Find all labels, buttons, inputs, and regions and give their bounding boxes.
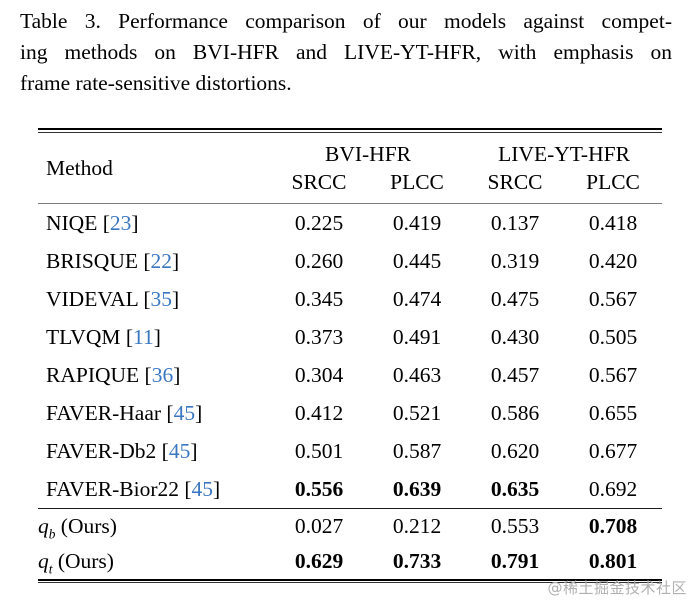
- value-cell: 0.677: [588, 438, 638, 463]
- value-cell: 0.319: [490, 248, 540, 273]
- method-cell: RAPIQUE [36]: [46, 362, 181, 387]
- math-symbol: q: [38, 513, 49, 538]
- method-cell: FAVER-Haar [45]: [46, 400, 203, 425]
- value-cell: 0.556: [294, 476, 344, 501]
- value-cell: 0.791: [490, 548, 540, 573]
- citation-link[interactable]: 45: [173, 400, 196, 425]
- value-cell: 0.463: [392, 362, 442, 387]
- value-cell: 0.801: [588, 548, 638, 573]
- method-cell: NIQE [23]: [46, 210, 139, 235]
- table-row: RAPIQUE [36] 0.304 0.463 0.457 0.567: [38, 356, 662, 394]
- value-cell: 0.412: [294, 400, 344, 425]
- caption-line-2: ing methods on BVI-HFR and LIVE-YT-HFR, …: [20, 40, 672, 64]
- value-cell: 0.491: [392, 324, 442, 349]
- table-caption: Table 3. Performance comparison of our m…: [20, 6, 672, 99]
- header-row-groups: Method BVI-HFR LIVE-YT-HFR: [38, 132, 662, 204]
- caption-line-1: Table 3. Performance comparison of our m…: [20, 9, 672, 33]
- value-cell: 0.457: [490, 362, 540, 387]
- method-cell: qb (Ours): [38, 507, 270, 544]
- col-header-method: Method: [38, 132, 270, 204]
- table-row: qt (Ours) 0.629 0.733 0.791 0.801: [38, 544, 662, 579]
- results-table: Method BVI-HFR LIVE-YT-HFR SRCC PLCC SRC…: [38, 128, 663, 583]
- header-row-metrics: SRCC PLCC SRCC PLCC: [38, 167, 663, 204]
- col-subheader-srcc-bvi: SRCC: [270, 167, 368, 204]
- value-cell: 0.260: [294, 248, 344, 273]
- value-cell: 0.639: [392, 476, 442, 501]
- value-cell: 0.553: [466, 507, 565, 544]
- value-cell: 0.474: [392, 286, 442, 311]
- value-cell: 0.692: [588, 476, 638, 501]
- value-cell: 0.501: [294, 438, 344, 463]
- value-cell: 0.304: [294, 362, 344, 387]
- table-row: FAVER-Haar [45] 0.412 0.521 0.586 0.655: [38, 394, 662, 432]
- table-row: FAVER-Db2 [45] 0.501 0.587 0.620 0.677: [38, 432, 662, 470]
- value-cell: 0.567: [588, 286, 638, 311]
- method-cell: VIDEVAL [35]: [46, 286, 180, 311]
- math-subscript: b: [48, 525, 56, 541]
- value-cell: 0.373: [294, 324, 344, 349]
- value-cell: 0.567: [588, 362, 638, 387]
- value-cell: 0.212: [368, 507, 467, 544]
- citation-link[interactable]: 23: [109, 210, 132, 235]
- method-cell: qt (Ours): [38, 548, 114, 576]
- value-cell: 0.587: [392, 438, 442, 463]
- col-group-live-yt-hfr: LIVE-YT-HFR: [498, 141, 630, 166]
- citation-link[interactable]: 45: [191, 476, 214, 501]
- col-group-bvi-hfr: BVI-HFR: [325, 141, 412, 166]
- value-cell: 0.521: [392, 400, 442, 425]
- value-cell: 0.733: [392, 548, 442, 573]
- table-row: qb (Ours) 0.027 0.212 0.553 0.708: [38, 507, 663, 544]
- value-cell: 0.137: [490, 210, 540, 235]
- table-top-rule: [38, 128, 662, 133]
- col-subheader-plcc-live: PLCC: [564, 167, 663, 204]
- citation-link[interactable]: 11: [133, 324, 154, 349]
- value-cell: 0.655: [588, 400, 638, 425]
- method-cell: FAVER-Bior22 [45]: [46, 476, 221, 501]
- table-row: VIDEVAL [35] 0.345 0.474 0.475 0.567: [38, 280, 662, 318]
- value-cell: 0.027: [270, 507, 368, 544]
- method-cell: TLVQM [11]: [46, 324, 161, 349]
- watermark: @稀土掘金技术社区: [547, 579, 687, 597]
- citation-link[interactable]: 45: [168, 438, 191, 463]
- value-cell: 0.419: [392, 210, 442, 235]
- citation-link[interactable]: 22: [150, 248, 173, 273]
- value-cell: 0.345: [294, 286, 344, 311]
- value-cell: 0.708: [564, 507, 663, 544]
- col-subheader-plcc-bvi: PLCC: [368, 167, 467, 204]
- performance-table: Method BVI-HFR LIVE-YT-HFR SRCC PLCC SRC…: [38, 132, 663, 579]
- value-cell: 0.475: [490, 286, 540, 311]
- value-cell: 0.225: [294, 210, 344, 235]
- method-cell: BRISQUE [22]: [46, 248, 180, 273]
- value-cell: 0.620: [490, 438, 540, 463]
- value-cell: 0.635: [490, 476, 540, 501]
- citation-link[interactable]: 36: [151, 362, 174, 387]
- value-cell: 0.629: [294, 548, 344, 573]
- method-cell: FAVER-Db2 [45]: [46, 438, 198, 463]
- col-subheader-srcc-live: SRCC: [466, 167, 565, 204]
- citation-link[interactable]: 35: [150, 286, 173, 311]
- caption-line-3: frame rate-sensitive distortions.: [20, 71, 292, 95]
- value-cell: 0.505: [588, 324, 638, 349]
- table-bottom-rule: [38, 578, 662, 583]
- value-cell: 0.430: [490, 324, 540, 349]
- value-cell: 0.586: [490, 400, 540, 425]
- table-row: NIQE [23] 0.225 0.419 0.137 0.418: [38, 203, 662, 242]
- math-symbol: q: [38, 548, 49, 573]
- table-row: BRISQUE [22] 0.260 0.445 0.319 0.420: [38, 242, 662, 280]
- value-cell: 0.445: [392, 248, 442, 273]
- math-subscript: t: [48, 560, 53, 576]
- table-row: FAVER-Bior22 [45] 0.556 0.639 0.635 0.692: [38, 470, 662, 509]
- value-cell: 0.418: [588, 210, 638, 235]
- value-cell: 0.420: [588, 248, 638, 273]
- table-row: TLVQM [11] 0.373 0.491 0.430 0.505: [38, 318, 662, 356]
